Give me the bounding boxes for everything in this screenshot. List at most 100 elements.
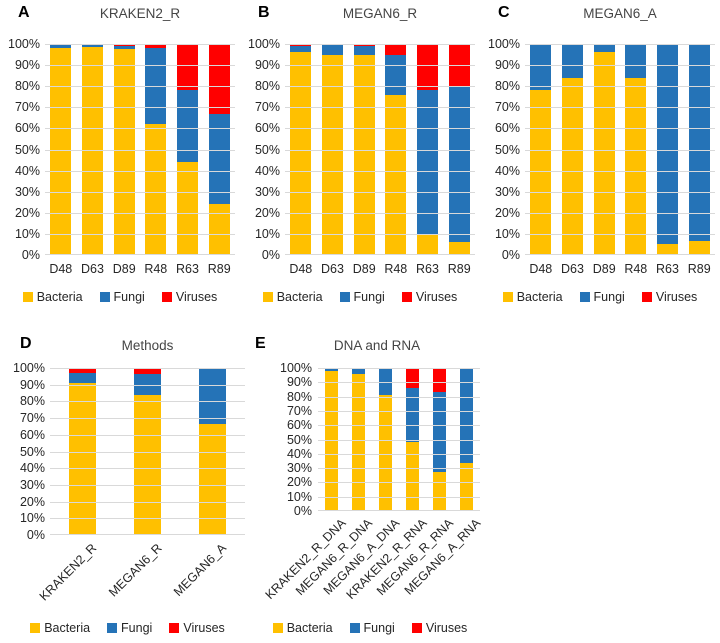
legend-label: Fungi: [121, 621, 153, 635]
legend-item-fungi: Fungi: [579, 290, 625, 304]
legend-item-bacteria: Bacteria: [30, 621, 90, 635]
panel-letter: C: [498, 4, 510, 21]
legend-item-bacteria: Bacteria: [262, 290, 323, 304]
bar-segment-fungi: [199, 368, 226, 424]
x-axis-label: R63: [656, 262, 679, 276]
y-axis-label: 50%: [494, 142, 520, 157]
chart-title: DNA and RNA: [333, 338, 421, 353]
bar-segment-viruses: [406, 368, 419, 389]
legend-item-bacteria: Bacteria: [272, 621, 333, 635]
bar-segment-bacteria: [290, 52, 312, 255]
bar-segment-fungi: [353, 46, 375, 55]
gridline: [285, 171, 475, 172]
y-axis-label: 70%: [19, 411, 45, 426]
y-axis-label: 50%: [254, 142, 280, 157]
gridline: [525, 234, 715, 235]
bar-segment-bacteria: [352, 373, 365, 511]
legend-swatch-viruses-icon: [169, 623, 180, 633]
legend-swatch-bacteria-icon: [502, 292, 513, 302]
x-axis-label: D63: [561, 262, 584, 276]
plot-area: [285, 44, 475, 255]
bar-segment-fungi: [325, 368, 338, 371]
gridline: [50, 368, 245, 369]
y-axis-label: 50%: [14, 142, 40, 157]
legend-swatch-bacteria-icon: [262, 292, 273, 302]
legend-swatch-viruses-icon: [401, 292, 412, 302]
stacked-bar: [562, 44, 583, 255]
bar-segment-fungi: [562, 45, 583, 78]
gridline: [318, 454, 480, 455]
bar-segment-fungi: [530, 45, 552, 91]
bar-segment-fungi: [177, 90, 198, 163]
y-axis-label: 10%: [14, 226, 40, 241]
gridline: [50, 518, 245, 519]
legend-label: Fungi: [593, 290, 625, 304]
legend-label: Fungi: [363, 621, 395, 635]
y-axis-label: 30%: [254, 184, 280, 199]
bar-segment-bacteria: [657, 244, 678, 255]
legend: Bacteria Fungi Viruses: [0, 290, 240, 304]
bar-segment-fungi: [208, 113, 230, 205]
panel-kraken2-r: A KRAKEN2_R 100% 90% 80% 70% 60% 50% 40% 30% 20%…: [0, 0, 240, 322]
panel-megan6-r: B MEGAN6_R 100% 90% 80% 70% 60% 50% 40% 30% 20% 1…: [240, 0, 480, 322]
y-axis-label: 70%: [494, 100, 520, 115]
legend: Bacteria Fungi Viruses: [480, 290, 720, 304]
bar-segment-fungi: [657, 45, 678, 245]
x-axis-label: D63: [321, 262, 344, 276]
x-axis-label: R48: [624, 262, 648, 276]
gridline: [525, 150, 715, 151]
y-axis-label: 60%: [494, 121, 520, 136]
panel-letter: E: [255, 335, 266, 352]
y-axis-label: 0%: [26, 528, 45, 542]
gridline: [285, 213, 475, 214]
bar-segment-fungi: [113, 46, 135, 50]
bar-segment-viruses: [208, 44, 230, 114]
y-axis-label: 100%: [488, 37, 520, 51]
gridline: [45, 128, 235, 129]
chart-area: 100% 90% 80% 70% 60% 50% 40% 30% 20% 10% 0% KRAKEN2…: [250, 330, 540, 643]
legend-label: Bacteria: [516, 290, 563, 304]
gridline: [525, 44, 715, 45]
x-axis-label: R63: [176, 262, 199, 276]
legend: Bacteria Fungi Viruses: [0, 621, 255, 635]
y-axis-label: 40%: [19, 461, 45, 476]
gridline: [318, 510, 480, 511]
bar-segment-fungi: [322, 45, 343, 55]
gridline: [318, 368, 480, 369]
bar-segment-viruses: [433, 368, 446, 392]
y-axis-label: 0%: [293, 504, 312, 518]
y-axis-label: 10%: [286, 489, 312, 504]
legend-label: Bacteria: [44, 621, 91, 635]
y-axis-label: 60%: [286, 418, 312, 433]
legend-label: Bacteria: [286, 621, 333, 635]
bar-segment-bacteria: [208, 204, 230, 255]
plot-area: [525, 44, 715, 255]
gridline: [45, 192, 235, 193]
bar-segment-bacteria: [406, 441, 419, 511]
legend-item-fungi: Fungi: [107, 621, 152, 635]
y-axis-label: 60%: [19, 427, 45, 442]
gridline: [285, 150, 475, 151]
legend-swatch-fungi-icon: [349, 623, 360, 633]
stacked-bar: [406, 368, 419, 511]
panel-letter: A: [18, 4, 30, 21]
y-axis-label: 40%: [254, 163, 280, 178]
gridline: [525, 192, 715, 193]
x-axis-label: R48: [384, 262, 408, 276]
gridline: [50, 401, 245, 402]
bar-segment-fungi: [352, 369, 365, 374]
x-axis-label: D89: [592, 262, 616, 276]
legend-label: Fungi: [353, 290, 385, 304]
gridline: [45, 150, 235, 151]
bar-segment-bacteria: [353, 54, 375, 255]
gridline: [318, 468, 480, 469]
panel-letter: D: [20, 335, 32, 352]
gridline: [318, 382, 480, 383]
legend: Bacteria Fungi Viruses: [240, 290, 480, 304]
y-axis-label: 90%: [254, 58, 280, 73]
legend-item-fungi: Fungi: [99, 290, 145, 304]
y-axis-label: 60%: [14, 121, 40, 136]
plot-area: [50, 368, 245, 535]
gridline: [525, 128, 715, 129]
